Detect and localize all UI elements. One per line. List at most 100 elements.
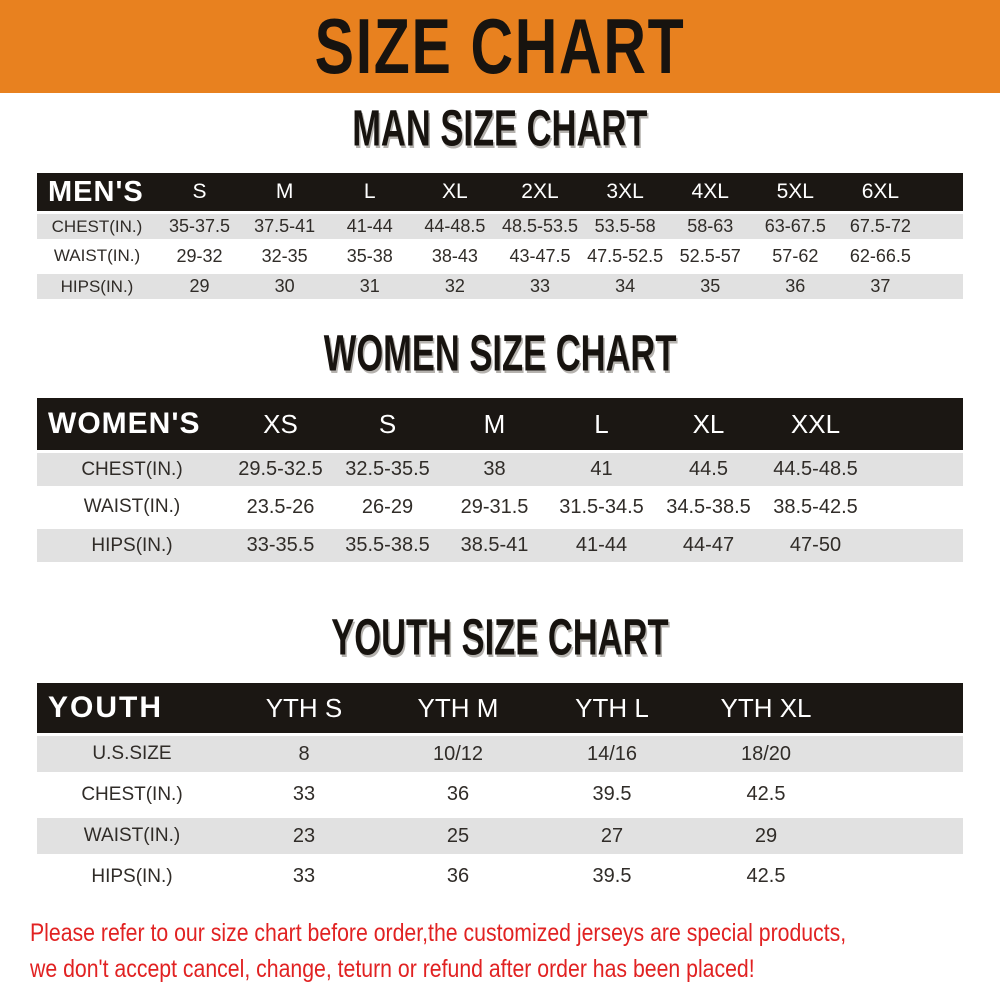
table-row: CHEST(IN.) 33 36 39.5 42.5 <box>37 774 963 815</box>
table-cell: 33 <box>529 276 550 296</box>
row-label: HIPS(IN.) <box>60 276 134 296</box>
table-cell: 44-47 <box>682 534 735 556</box>
size-column-header: M <box>275 180 294 203</box>
table-cell: 30 <box>274 276 295 296</box>
men-section-heading-text: MAN SIZE CHART <box>352 99 648 157</box>
size-column-header: YTH S <box>265 692 343 723</box>
table-cell: 47-50 <box>789 534 842 556</box>
youth-size-table: YOUTH YTH S YTH M YTH L YTH XL U.S.SIZE 8 10/12… <box>37 683 963 897</box>
size-column-header: 6XL <box>861 180 900 203</box>
size-column-header: S <box>192 180 207 203</box>
table-cell: 35.5-38.5 <box>345 534 430 556</box>
row-label: WAIST(IN.) <box>83 825 181 846</box>
table-cell: 38 <box>483 458 506 480</box>
row-label: CHEST(IN.) <box>81 458 183 480</box>
table-header-row: MEN'S S M L XL 2XL 3XL 4XL 5XL 6XL <box>37 173 963 211</box>
table-cell: 42.5 <box>746 865 786 887</box>
size-column-header: S <box>378 408 397 439</box>
table-cell: 41-44 <box>346 216 393 236</box>
table-row: HIPS(IN.) 33-35.5 35.5-38.5 38.5-41 41-44 44-… <box>37 526 963 564</box>
row-label: HIPS(IN.) <box>91 865 173 887</box>
size-column-header: XL <box>442 180 468 203</box>
table-cell: 26-29 <box>361 495 414 518</box>
table-cell: 41 <box>590 458 613 480</box>
table-cell: 57-62 <box>772 245 819 266</box>
table-cell: 62-66.5 <box>849 245 911 266</box>
size-column-header: 3XL <box>606 180 644 203</box>
table-cell: 8 <box>298 742 310 765</box>
youth-section-heading: YOUTH SIZE CHART <box>0 608 1000 666</box>
size-column-header: M <box>483 408 506 439</box>
table-cell: 29-31.5 <box>460 495 529 518</box>
youth-section-heading-text: YOUTH SIZE CHART <box>331 608 669 666</box>
table-cell: 31.5-34.5 <box>559 495 644 518</box>
table-cell: 34 <box>615 276 636 296</box>
table-cell: 32-35 <box>261 245 308 266</box>
size-column-header: L <box>363 180 376 203</box>
table-cell: 35-38 <box>346 245 393 266</box>
footer-note: Please refer to our size chart before or… <box>30 915 1000 987</box>
table-row: CHEST(IN.) 29.5-32.5 32.5-35.5 38 41 44.5 44.5… <box>37 450 963 488</box>
table-cell: 14/16 <box>586 742 638 765</box>
table-cell: 44-48.5 <box>424 216 486 236</box>
table-cell: 32 <box>444 276 465 296</box>
table-cell: 23.5-26 <box>246 495 315 518</box>
table-cell: 38.5-42.5 <box>773 495 858 518</box>
table-cell: 48.5-53.5 <box>501 216 579 236</box>
women-section-heading-text: WOMEN SIZE CHART <box>323 324 677 382</box>
table-cell: 33 <box>292 865 316 887</box>
table-row: HIPS(IN.) 29 30 31 32 33 34 35 36 37 <box>37 271 963 301</box>
table-cell: 63-67.5 <box>764 216 826 236</box>
size-column-header: XXL <box>790 408 841 439</box>
size-column-header: YTH M <box>417 692 499 723</box>
table-row: CHEST(IN.) 35-37.5 37.5-41 41-44 44-48.5 48.5… <box>37 211 963 241</box>
size-column-header: 2XL <box>521 180 559 203</box>
size-column-header: L <box>594 408 609 439</box>
table-cell: 58-63 <box>687 216 734 236</box>
table-cell: 35 <box>700 276 721 296</box>
table-cell: 53.5-58 <box>594 216 656 236</box>
row-label: CHEST(IN.) <box>81 783 183 805</box>
table-row: HIPS(IN.) 33 36 39.5 42.5 <box>37 856 963 897</box>
women-size-table: WOMEN'S XS S M L XL XXL CHEST(IN.) 29.5-32.5 32.5… <box>37 398 963 564</box>
table-cell: 10/12 <box>432 742 484 765</box>
row-label: WAIST(IN.) <box>53 246 141 265</box>
table-cell: 67.5-72 <box>849 216 911 236</box>
table-cell: 18/20 <box>740 742 792 765</box>
table-cell: 42.5 <box>746 783 786 805</box>
size-column-header: XS <box>263 408 298 439</box>
table-cell: 36 <box>446 865 470 887</box>
table-cell: 43-47.5 <box>509 245 571 266</box>
table-row: WAIST(IN.) 23 25 27 29 <box>37 815 963 856</box>
table-cell: 29 <box>754 824 778 847</box>
table-cell: 39.5 <box>592 783 632 805</box>
table-cell: 32.5-35.5 <box>345 458 430 480</box>
table-cell: 35-37.5 <box>169 216 231 236</box>
size-column-header: YTH XL <box>720 692 812 723</box>
table-cell: 25 <box>446 824 470 847</box>
size-column-header: YTH L <box>575 692 649 723</box>
table-cell: 39.5 <box>592 865 632 887</box>
men-size-table: MEN'S S M L XL 2XL 3XL 4XL 5XL 6XL CHEST(IN.) 35-37… <box>37 173 963 301</box>
table-cell: 37.5-41 <box>254 216 316 236</box>
table-header-row: WOMEN'S XS S M L XL XXL <box>37 398 963 450</box>
size-column-header: 5XL <box>776 180 814 203</box>
table-cell: 36 <box>446 783 470 805</box>
women-section-heading: WOMEN SIZE CHART <box>0 324 1000 382</box>
table-cell: 38.5-41 <box>460 534 529 556</box>
page-title: SIZE CHART <box>314 3 686 90</box>
size-column-header: XL <box>692 408 725 439</box>
table-cell: 33-35.5 <box>246 534 315 556</box>
table-cell: 29.5-32.5 <box>238 458 323 480</box>
table-cell: 44.5-48.5 <box>773 458 858 480</box>
table-cell: 27 <box>600 824 624 847</box>
table-row: WAIST(IN.) 29-32 32-35 35-38 38-43 43-47.5 47.… <box>37 241 963 271</box>
table-cell: 31 <box>359 276 380 296</box>
row-label: CHEST(IN.) <box>51 216 143 236</box>
table-row: WAIST(IN.) 23.5-26 26-29 29-31.5 31.5-34.5 34… <box>37 488 963 526</box>
table-cell: 23 <box>292 824 316 847</box>
table-row: U.S.SIZE 8 10/12 14/16 18/20 <box>37 733 963 774</box>
table-cell: 33 <box>292 783 316 805</box>
banner: SIZE CHART <box>0 0 1000 93</box>
